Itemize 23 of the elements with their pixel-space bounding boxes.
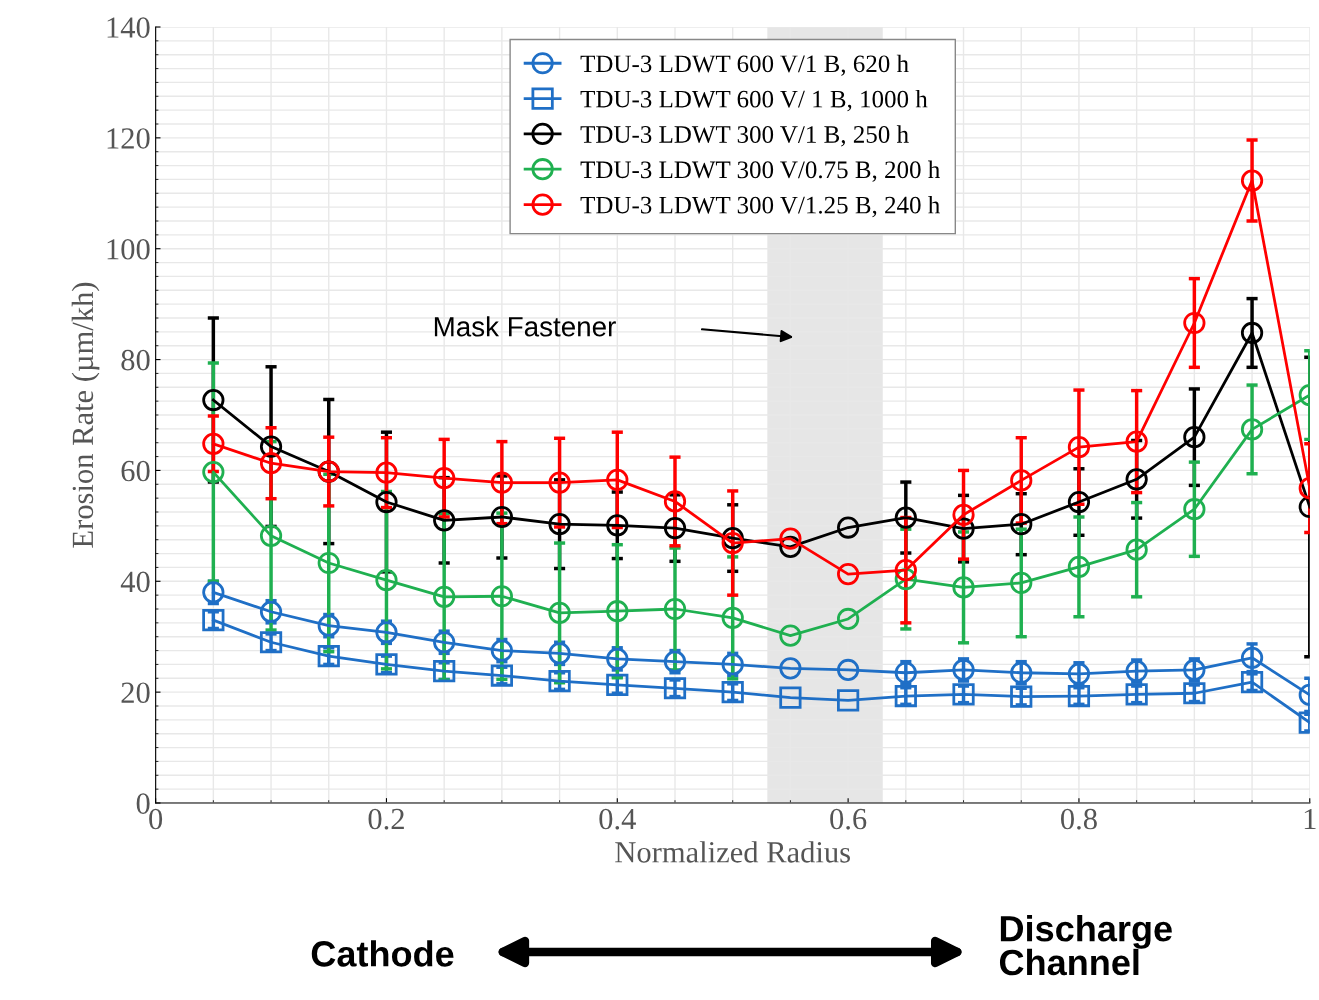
y-tick-label: 140 (107, 17, 150, 38)
y-axis-title: Erosion Rate (µm/kh) (71, 282, 100, 548)
x-tick-label: 0.2 (368, 808, 404, 830)
annotation: Mask Fastener (434, 316, 616, 337)
y-tick-label: 0 (136, 793, 150, 814)
legend-label: TDU-3 LDWT 300 V/0.75 B, 200 h (580, 160, 940, 182)
y-tick-label: 60 (121, 460, 150, 482)
x-tick-label: 0.4 (599, 808, 636, 830)
y-tick-label: 100 (107, 239, 150, 260)
text: Cathode (311, 940, 454, 967)
x-tick-label: 0.6 (830, 808, 867, 830)
legend-label: TDU-3 LDWT 300 V/1.25 B, 240 h (580, 195, 940, 218)
legend-label: TDU-3 LDWT 600 V/1 B, 620 h (580, 54, 909, 76)
legend-label: TDU-3 LDWT 600 V/ 1 B, 1000 h (580, 89, 928, 112)
y-tick-label: 20 (121, 682, 150, 704)
y-tick-label: 120 (107, 128, 150, 149)
y-tick-label: 80 (121, 349, 150, 371)
legend-label: TDU-3 LDWT 300 V/1 B, 250 h (580, 125, 909, 147)
x-axis-title: Normalized Radius (615, 841, 850, 863)
x-tick-label: 1 (1304, 808, 1316, 830)
y-tick-label: 40 (120, 571, 150, 593)
x-tick-label: 0.8 (1061, 808, 1097, 830)
text: Discharge Channel (999, 915, 1172, 976)
